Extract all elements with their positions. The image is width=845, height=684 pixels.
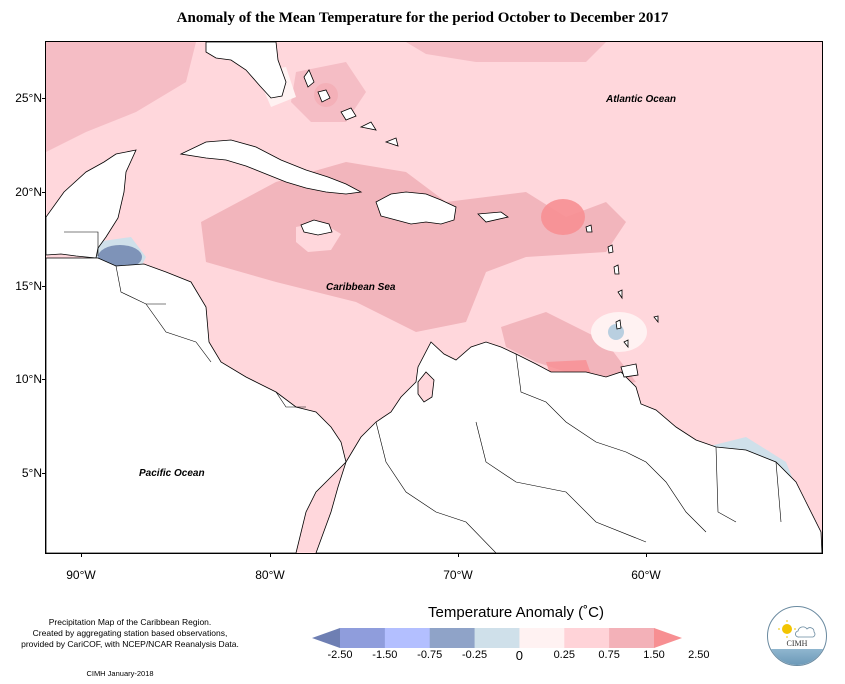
anomaly-map-svg [46,42,822,553]
lat-label-25n: 25°N [15,91,42,105]
legend-tick-label: -2.50 [327,649,353,661]
legend-swatch [429,628,476,648]
lat-tick [42,286,46,287]
yucatan-land [46,149,137,259]
lon-label-60w: 60°W [631,568,661,582]
lat-tick [42,98,46,99]
lat-label-15n: 15°N [15,279,42,293]
legend-swatch [609,628,655,648]
jamaica-land [300,219,333,236]
legend-tick-label: 0 [515,648,524,663]
legend-swatch [474,628,520,648]
puerto-rico-land [477,211,509,223]
legend-swatch [312,628,340,648]
lat-tick [42,192,46,193]
borders [64,231,782,553]
central-america-land [46,257,347,553]
lon-tick [646,553,647,557]
legend-colorbar [312,628,682,648]
legend-swatch [564,628,610,648]
logo-text: CIMH [786,639,808,648]
legend-tick-label: -0.25 [462,649,488,661]
legend-tick-label: 2.50 [688,649,710,661]
hispaniola-land [375,191,457,225]
lon-tick [458,553,459,557]
map-title: Anomaly of the Mean Temperature for the … [176,10,669,26]
cimh-logo: CIMH [767,606,827,666]
lat-label-20n: 20°N [15,185,42,199]
lon-label-70w: 70°W [443,568,473,582]
sun-icon [782,624,792,634]
lon-tick [270,553,271,557]
florida-land [205,42,287,99]
legend-tick-label: 1.50 [643,649,665,661]
pacific-ocean-label: Pacific Ocean [139,468,205,479]
legend-swatch [519,628,565,648]
land-masses [46,42,822,553]
lat-label-10n: 10°N [15,372,42,386]
lon-label-90w: 90°W [66,568,96,582]
legend-swatch [340,628,386,648]
legend-tick-label: -1.50 [372,649,398,661]
cuba-land [179,139,363,195]
lon-label-80w: 80°W [255,568,285,582]
caribbean-sea-label: Caribbean Sea [326,282,396,293]
legend-swatch [384,628,431,648]
cimh-logo-graphic [778,620,816,638]
south-america-land [315,341,822,553]
footer-description: Precipitation Map of the Caribbean Regio… [10,617,250,650]
footer-line-3: provided by CariCOF, with NCEP/NCAR Rean… [21,639,239,649]
legend-tick-label: 0.75 [598,649,620,661]
footer-line-2: Created by aggregating station based obs… [32,628,228,638]
legend-tick-label: 0.25 [553,649,575,661]
legend-tick-label: -0.75 [417,649,443,661]
waves-icon [768,649,826,665]
atlantic-ocean-label: Atlantic Ocean [606,94,677,105]
legend-title: Temperature Anomaly (˚C) [428,604,604,621]
footer-credit: CIMH January-2018 [86,669,154,678]
map-area: Atlantic Ocean Caribbean Sea Pacific Oce… [45,41,823,554]
cloud-icon [795,626,816,638]
lat-label-5n: 5°N [21,466,42,480]
lat-tick [42,379,46,380]
lon-tick [81,553,82,557]
lat-tick [42,473,46,474]
legend-swatch [654,628,682,648]
footer-line-1: Precipitation Map of the Caribbean Regio… [48,617,212,627]
